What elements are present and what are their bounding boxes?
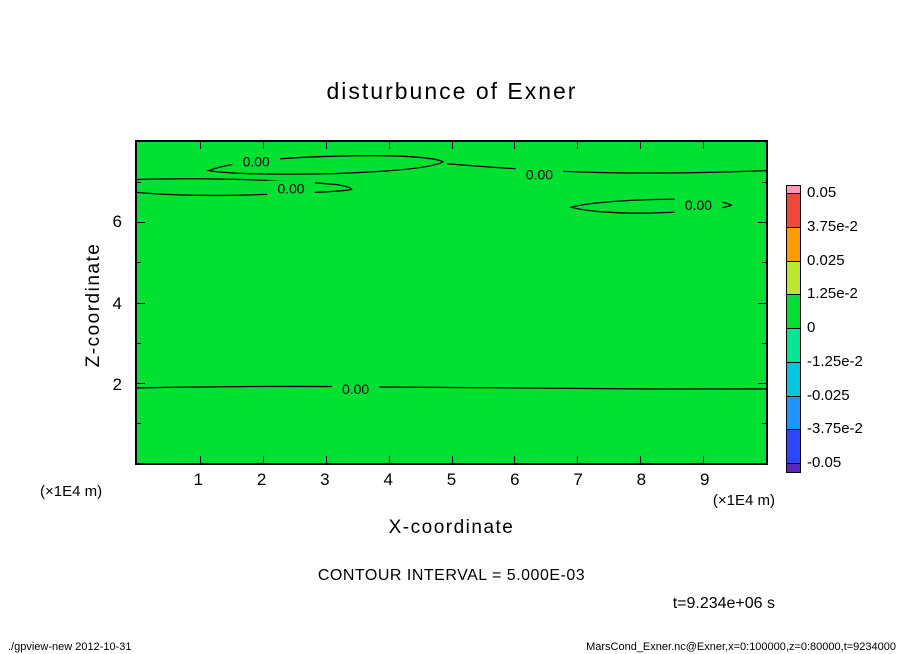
y-tick-label: 6	[112, 212, 122, 232]
axis-tick-mark	[389, 456, 390, 463]
footer-command-text: ./gpview-new 2012-10-31	[8, 641, 132, 653]
contour-label: 0.00	[685, 197, 712, 213]
axis-tick-mark	[514, 456, 515, 463]
colorbar-tick-label: -1.25e-2	[807, 352, 863, 370]
x-tick-label: 8	[636, 470, 647, 489]
colorbar-segment	[787, 362, 800, 397]
axis-tick-mark	[758, 303, 766, 304]
y-tick-labels: 6 4 2	[96, 140, 124, 465]
axis-tick-mark	[577, 456, 578, 463]
axis-tick-mark	[640, 456, 641, 463]
axis-tick-mark	[577, 142, 578, 149]
axis-tick-mark	[762, 423, 766, 424]
axis-tick-mark	[137, 383, 145, 384]
contour-label-bg	[331, 381, 380, 397]
contour-label-bg	[232, 153, 281, 170]
contour-label-bg	[267, 180, 315, 197]
colorbar-segment	[787, 464, 800, 472]
y-axis-unit-label: (×1E4 m)	[40, 483, 103, 500]
colorbar	[786, 185, 801, 473]
axis-tick-mark	[137, 423, 141, 424]
colorbar-labels: 0.05 3.75e-2 0.025 1.25e-2 0 -1.25e-2 -0.025 -3…	[807, 185, 882, 473]
zero-contour-loop-a	[206, 155, 445, 175]
time-caption: t=9.234e+06 s	[672, 595, 775, 612]
axis-tick-mark	[200, 142, 201, 149]
x-tick-label: 3	[320, 470, 330, 489]
zero-contour-line-e	[137, 385, 766, 390]
x-tick-label: 9	[699, 470, 710, 489]
contour-overlay: 0.00 0.00 0.00 0.00 0.00	[137, 153, 766, 397]
axis-tick-mark	[137, 262, 141, 263]
contour-interval-caption: CONTOUR INTERVAL = 5.000E-03	[317, 567, 586, 584]
axis-tick-mark	[703, 142, 704, 149]
colorbar-segment	[787, 194, 800, 228]
zero-contour-loop-d	[568, 198, 733, 214]
colorbar-segment	[787, 261, 800, 296]
y-tick-label: 2	[112, 374, 122, 394]
contour-label: 0.00	[243, 154, 270, 170]
axis-tick-mark	[263, 456, 264, 463]
axis-tick-mark	[389, 142, 390, 149]
colorbar-segment	[787, 430, 800, 464]
colorbar-segment	[787, 186, 800, 194]
axis-tick-mark	[452, 142, 453, 149]
axis-tick-mark	[703, 456, 704, 463]
colorbar-tick-label: 3.75e-2	[807, 217, 858, 235]
x-tick-label: 4	[383, 470, 393, 489]
x-tick-label: 2	[256, 470, 267, 489]
x-axis-unit-label: (×1E4 m)	[712, 492, 775, 509]
contour-label: 0.00	[526, 167, 553, 183]
plot-area: 0.00 0.00 0.00 0.00 0.00	[135, 140, 768, 465]
footer-file-text: MarsCond_Exner.nc@Exner,x=0:100000,z=0:8…	[586, 641, 896, 653]
axis-tick-mark	[758, 383, 766, 384]
zero-contour-line-c	[446, 163, 766, 174]
colorbar-tick-label: -0.05	[807, 454, 842, 471]
colorbar-tick-label: -3.75e-2	[807, 420, 863, 438]
axis-tick-mark	[326, 456, 327, 463]
zero-contour-lens-b	[137, 178, 353, 197]
x-axis-label: X-coordinate	[388, 517, 515, 538]
colorbar-tick-label: 0.025	[807, 251, 845, 269]
axis-tick-mark	[137, 222, 145, 223]
x-tick-label: 1	[193, 470, 204, 489]
axis-tick-mark	[762, 343, 766, 344]
axis-tick-mark	[762, 262, 766, 263]
colorbar-tick-label: -0.025	[807, 386, 850, 404]
x-tick-label: 5	[446, 470, 457, 489]
tick-marks	[137, 142, 766, 463]
axis-tick-mark	[137, 182, 141, 183]
colorbar-segment	[787, 227, 800, 262]
axis-tick-mark	[758, 222, 766, 223]
axis-tick-mark	[263, 142, 264, 149]
axis-tick-mark	[452, 456, 453, 463]
axis-tick-mark	[640, 142, 641, 149]
contour-label-bg	[515, 166, 564, 183]
axis-tick-mark	[137, 303, 145, 304]
chart-title: disturbunce of Exner	[326, 78, 578, 104]
x-tick-label: 7	[573, 470, 583, 489]
colorbar-tick-label: 1.25e-2	[807, 285, 858, 303]
colorbar-tick-label: 0.05	[807, 184, 837, 201]
contour-label-bg	[674, 197, 723, 214]
axis-tick-mark	[762, 182, 766, 183]
axis-tick-mark	[200, 456, 201, 463]
x-tick-label: 6	[510, 470, 520, 489]
colorbar-segment	[787, 295, 800, 329]
axis-tick-mark	[326, 142, 327, 149]
contour-label: 0.00	[342, 381, 369, 397]
colorbar-segment	[787, 329, 800, 363]
axis-tick-mark	[137, 343, 141, 344]
y-tick-label: 4	[112, 293, 122, 313]
colorbar-tick-label: 0	[807, 319, 816, 336]
colorbar-segment	[787, 396, 800, 431]
axis-tick-mark	[514, 142, 515, 149]
x-tick-labels: 1 2 3 4 5 6 7 8 9	[135, 470, 768, 492]
contour-label: 0.00	[277, 180, 304, 196]
